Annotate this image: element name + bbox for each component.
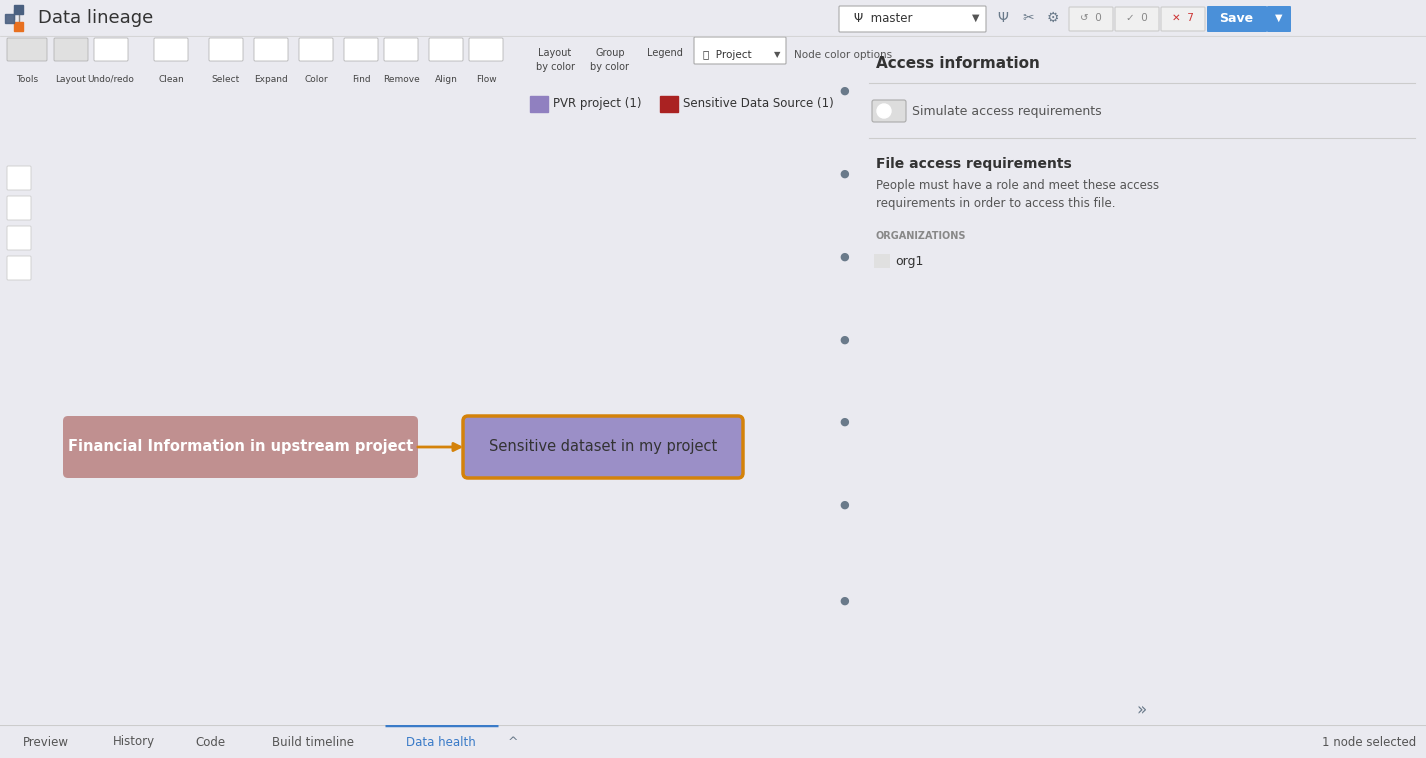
Text: ✂: ✂ [1022,11,1034,25]
Text: ^: ^ [508,735,518,748]
FancyBboxPatch shape [54,38,88,61]
Text: Node color options: Node color options [794,50,893,60]
FancyBboxPatch shape [1266,6,1291,32]
Text: »: » [1137,701,1147,719]
Bar [874,254,890,268]
Text: People must have a role and meet these access: People must have a role and meet these a… [876,180,1159,193]
FancyBboxPatch shape [7,256,31,280]
FancyBboxPatch shape [344,38,378,61]
Text: Layout: Layout [539,49,572,58]
Text: Ψ: Ψ [998,11,1008,25]
Text: Simulate access requirements: Simulate access requirements [913,105,1102,117]
FancyBboxPatch shape [1161,7,1205,31]
Text: Align: Align [435,74,458,83]
FancyBboxPatch shape [154,38,188,61]
Text: Layout: Layout [56,74,87,83]
Text: ●: ● [838,417,848,427]
Text: PVR project (1): PVR project (1) [553,98,642,111]
Text: ●: ● [838,334,848,344]
Circle shape [877,104,891,118]
Text: Expand: Expand [254,74,288,83]
Text: ↺  0: ↺ 0 [1079,13,1102,23]
Text: 🗂  Project: 🗂 Project [703,50,752,60]
Text: Save: Save [1219,11,1253,24]
FancyBboxPatch shape [1070,7,1114,31]
Text: Undo/redo: Undo/redo [87,74,134,83]
Text: Preview: Preview [23,735,70,748]
Text: Group: Group [595,49,625,58]
Text: Financial Information in upstream project: Financial Information in upstream projec… [68,440,414,455]
Bar [14,22,23,31]
Text: ▼: ▼ [1275,13,1283,23]
Text: File access requirements: File access requirements [876,157,1072,171]
Text: ORGANIZATIONS: ORGANIZATIONS [876,231,967,241]
Text: ✓  0: ✓ 0 [1127,13,1148,23]
Text: ●: ● [838,86,848,96]
Text: History: History [113,735,155,748]
Text: ⚙: ⚙ [1047,11,1060,25]
Text: ●: ● [838,596,848,606]
Text: ●: ● [838,169,848,179]
FancyBboxPatch shape [1206,6,1266,32]
Text: ▼: ▼ [774,51,780,59]
Text: Remove: Remove [382,74,419,83]
Text: by color: by color [536,62,575,72]
Text: ✕  7: ✕ 7 [1172,13,1194,23]
Text: Select: Select [212,74,240,83]
Text: requirements in order to access this file.: requirements in order to access this fil… [876,198,1115,211]
FancyBboxPatch shape [210,38,242,61]
FancyBboxPatch shape [7,196,31,220]
FancyBboxPatch shape [873,100,906,122]
Text: Legend: Legend [647,49,683,58]
Text: Clean: Clean [158,74,184,83]
Text: Code: Code [195,735,225,748]
Text: Sensitive Data Source (1): Sensitive Data Source (1) [683,98,834,111]
FancyBboxPatch shape [469,38,503,61]
Bar [14,5,23,14]
FancyBboxPatch shape [463,416,743,478]
FancyBboxPatch shape [1115,7,1159,31]
Text: Access information: Access information [876,57,1040,71]
FancyBboxPatch shape [299,38,334,61]
Bar [660,96,677,112]
FancyBboxPatch shape [63,416,418,478]
FancyBboxPatch shape [94,38,128,61]
Text: 1 node selected: 1 node selected [1322,735,1416,748]
Text: ▼: ▼ [973,13,980,23]
Text: Flow: Flow [476,74,496,83]
Text: Ψ  master: Ψ master [854,11,913,24]
FancyBboxPatch shape [429,38,463,61]
Text: by color: by color [590,62,629,72]
FancyBboxPatch shape [384,38,418,61]
Text: Build timeline: Build timeline [271,735,354,748]
Text: ●: ● [838,252,848,262]
FancyBboxPatch shape [254,38,288,61]
Text: Tools: Tools [16,74,39,83]
Text: Find: Find [352,74,371,83]
Text: Color: Color [304,74,328,83]
FancyBboxPatch shape [838,6,985,32]
FancyBboxPatch shape [694,37,786,64]
FancyBboxPatch shape [7,226,31,250]
Text: org1: org1 [896,255,924,268]
FancyBboxPatch shape [7,38,47,61]
Text: ●: ● [838,500,848,509]
Text: Data health: Data health [406,735,476,748]
Bar [6,14,14,23]
Bar [530,96,548,112]
FancyBboxPatch shape [7,166,31,190]
Text: Sensitive dataset in my project: Sensitive dataset in my project [489,440,717,455]
Text: Data lineage: Data lineage [39,9,153,27]
